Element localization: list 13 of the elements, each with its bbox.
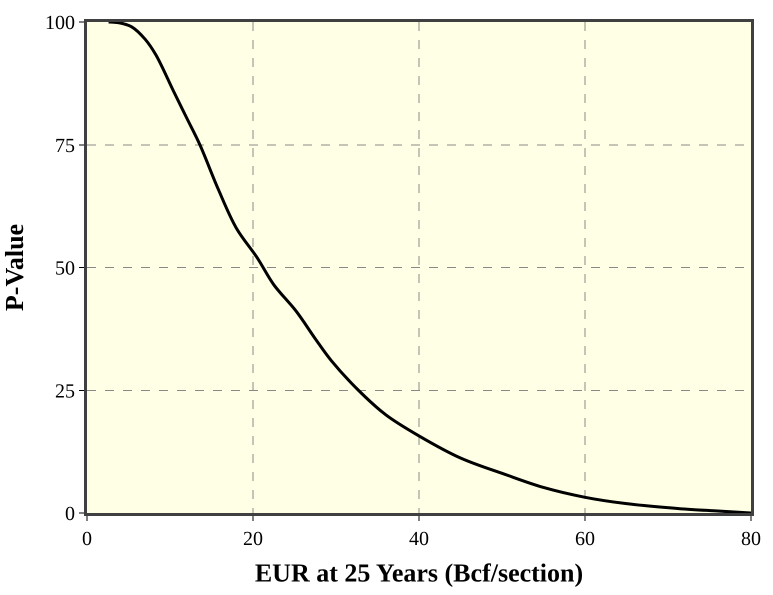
x-tick-label: 60 [575,528,595,550]
y-tick-label: 100 [45,12,75,34]
y-tick-label: 50 [55,258,75,280]
x-tick-label: 80 [741,528,761,550]
x-tick-label: 20 [243,528,263,550]
y-axis-title: P-Value [0,224,29,312]
line-series [107,22,751,513]
x-axis-title: EUR at 25 Years (Bcf/section) [254,558,584,588]
y-tick-label: 0 [65,503,75,525]
x-tick-label: 0 [82,528,92,550]
y-tick-label: 75 [55,134,75,157]
y-tick-label: 25 [55,380,75,402]
x-tick-label: 40 [409,528,429,550]
